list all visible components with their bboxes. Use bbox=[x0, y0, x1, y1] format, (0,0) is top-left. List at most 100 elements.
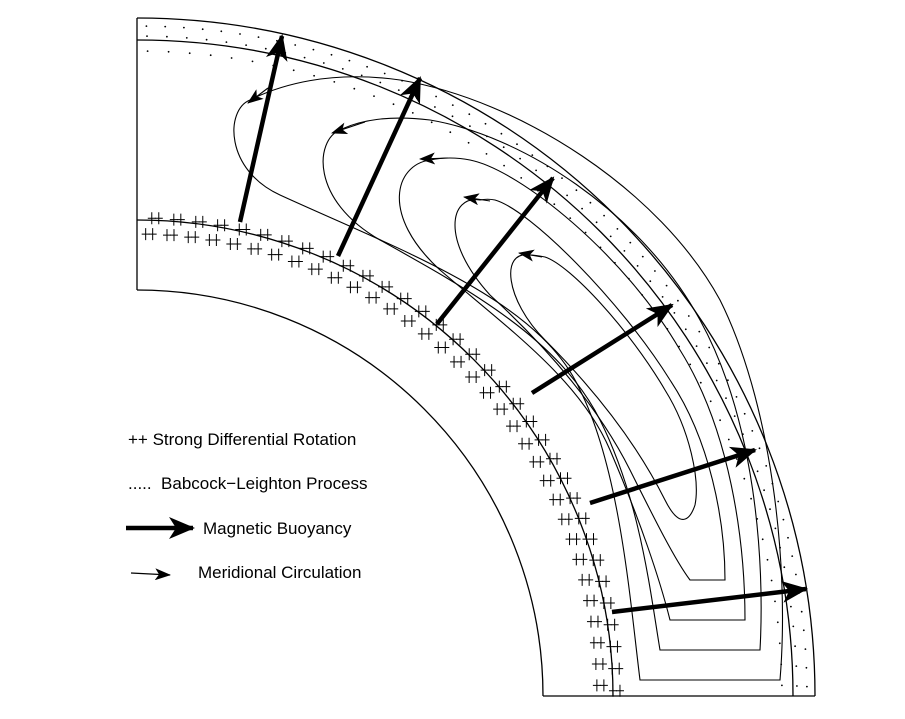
plus-marker bbox=[578, 573, 587, 586]
bl-dot bbox=[451, 115, 454, 118]
bl-dot bbox=[553, 203, 556, 206]
bl-dot bbox=[264, 47, 267, 50]
plus-marker bbox=[353, 281, 362, 294]
plus-marker bbox=[450, 355, 459, 368]
bl-dot bbox=[353, 87, 356, 90]
plus-marker bbox=[595, 575, 604, 588]
bl-dot bbox=[294, 44, 297, 46]
flow-arrow-4 bbox=[463, 193, 491, 206]
bl-dot bbox=[733, 415, 736, 417]
buoyancy-arrow-5 bbox=[589, 446, 757, 506]
meridional-flow-arrows bbox=[247, 87, 543, 262]
bl-dot bbox=[695, 345, 698, 347]
plus-marker bbox=[529, 455, 538, 468]
legend-babcock-leighton: ..... Babcock−Leighton Process bbox=[128, 474, 368, 493]
bl-dot bbox=[782, 518, 785, 521]
bl-dot bbox=[330, 53, 333, 56]
plus-marker bbox=[378, 280, 387, 293]
plus-marker bbox=[472, 370, 481, 383]
plus-marker bbox=[400, 314, 409, 327]
bl-dot bbox=[802, 629, 805, 632]
bl-dot bbox=[727, 379, 729, 382]
bl-dot bbox=[484, 122, 487, 125]
bl-dot bbox=[166, 35, 168, 38]
bl-dot bbox=[201, 28, 204, 31]
plus-marker bbox=[486, 386, 495, 399]
bl-dot bbox=[751, 430, 754, 432]
bl-dot bbox=[251, 60, 254, 63]
bl-dot bbox=[146, 50, 149, 52]
plus-marker bbox=[242, 223, 251, 236]
bl-dot bbox=[727, 438, 730, 441]
plus-marker bbox=[284, 235, 293, 248]
plus-marker bbox=[513, 420, 522, 433]
bl-dot bbox=[629, 241, 632, 244]
plus-marker bbox=[564, 513, 573, 526]
flow-arrow-1 bbox=[247, 87, 269, 104]
bl-dot bbox=[805, 666, 808, 669]
bl-dot bbox=[654, 270, 656, 272]
plus-marker bbox=[233, 237, 242, 250]
bl-dot bbox=[749, 451, 752, 454]
legend-meridional-circulation: Meridional Circulation bbox=[198, 563, 361, 582]
plus-marker bbox=[198, 215, 207, 228]
flow-arrow-3 bbox=[419, 152, 449, 165]
plus-marker bbox=[383, 302, 392, 315]
bl-dot bbox=[765, 465, 768, 467]
bl-dot bbox=[661, 296, 664, 298]
bl-dot bbox=[183, 26, 185, 29]
bl-dot bbox=[666, 328, 669, 330]
plus-marker bbox=[589, 533, 598, 546]
plus-marker bbox=[529, 415, 538, 428]
bl-dot bbox=[145, 25, 148, 27]
plus-marker bbox=[390, 302, 399, 315]
bl-dot bbox=[225, 41, 228, 43]
bl-dot bbox=[468, 113, 471, 116]
plus-marker bbox=[602, 575, 611, 588]
bl-dot bbox=[806, 685, 808, 688]
plus-marker bbox=[573, 492, 582, 505]
bl-dot bbox=[550, 181, 553, 184]
plus-marker bbox=[407, 314, 416, 327]
plus-marker bbox=[539, 474, 548, 487]
bl-dot bbox=[435, 95, 437, 98]
bl-dot bbox=[520, 177, 523, 179]
bl-dot bbox=[792, 625, 795, 628]
streamline-3 bbox=[398, 157, 746, 621]
plus-marker bbox=[579, 553, 588, 566]
bl-dot bbox=[708, 346, 711, 349]
plus-marker bbox=[592, 679, 601, 692]
bl-dot bbox=[209, 54, 212, 57]
plus-marker bbox=[574, 512, 583, 525]
plus-marker bbox=[479, 386, 488, 399]
bl-dot bbox=[780, 663, 783, 666]
bl-dot bbox=[503, 164, 505, 167]
bl-dot bbox=[769, 508, 771, 511]
bl-dot bbox=[781, 684, 783, 687]
bl-dot bbox=[774, 600, 776, 603]
bl-dot bbox=[770, 579, 773, 582]
bl-dot bbox=[778, 642, 781, 645]
bl-dot bbox=[284, 52, 287, 54]
bl-dot bbox=[392, 103, 395, 106]
tachocline-arc bbox=[136, 219, 614, 697]
bl-dot bbox=[546, 165, 549, 168]
bl-dot bbox=[641, 255, 644, 258]
plus-marker bbox=[615, 684, 624, 697]
differential-rotation-markers bbox=[141, 212, 624, 697]
plus-marker bbox=[456, 333, 465, 346]
bl-dot bbox=[531, 154, 534, 157]
bl-dot bbox=[401, 79, 403, 82]
plus-marker bbox=[545, 452, 554, 465]
bl-dot bbox=[698, 330, 701, 333]
buoyancy-arrow-6 bbox=[611, 580, 808, 615]
bl-dot bbox=[774, 527, 777, 530]
bl-dot bbox=[584, 231, 587, 234]
plus-marker bbox=[414, 305, 423, 318]
plus-marker bbox=[572, 533, 581, 546]
plus-marker bbox=[581, 512, 590, 525]
bl-dot bbox=[167, 50, 170, 53]
meridional-circulation-cells bbox=[233, 76, 784, 681]
bl-dot bbox=[569, 217, 572, 220]
